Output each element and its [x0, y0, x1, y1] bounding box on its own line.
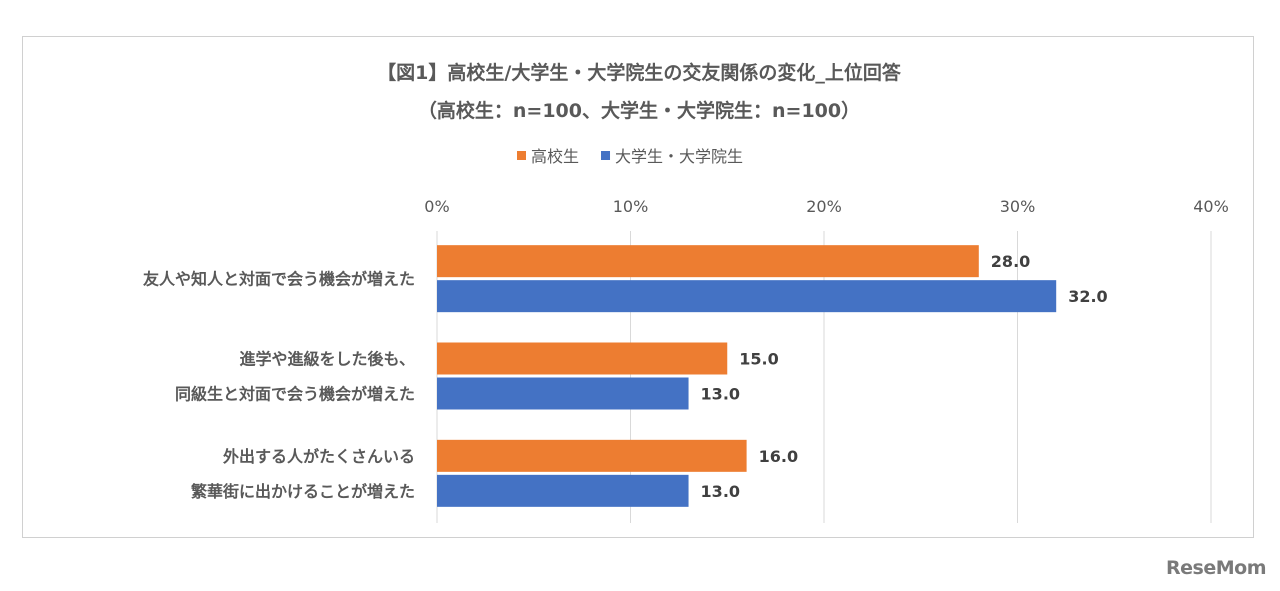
x-axis-ticks: 0% 10% 20% 30% 40% — [424, 197, 1228, 216]
gridlines — [436, 231, 1212, 523]
bar-0-0 — [437, 245, 979, 278]
chart-title: 【図1】高校生/大学生・大学院生の交友関係の変化_上位回答 — [377, 61, 902, 84]
bar-1-0 — [437, 342, 728, 375]
data-label-0-0: 28.0 — [991, 252, 1030, 271]
tick-label-0: 0% — [424, 197, 449, 216]
resemom-logo: ReseMom — [1166, 557, 1266, 579]
data-label-1-1: 13.0 — [701, 385, 740, 404]
data-label-2-0: 16.0 — [759, 447, 798, 466]
category-label-1-1: 同級生と対面で会う機会が増えた — [175, 385, 415, 404]
chart-frame: 【図1】高校生/大学生・大学院生の交友関係の変化_上位回答 （高校生：n=100… — [22, 36, 1254, 538]
category-label-2-1: 繁華街に出かけることが増えた — [190, 482, 415, 501]
data-label-1-0: 15.0 — [739, 350, 778, 369]
bar-2-1 — [437, 474, 689, 507]
tick-label-1: 10% — [613, 197, 649, 216]
legend-swatch-0 — [517, 151, 526, 160]
category-label-1-0: 進学や進級をした後も、 — [239, 350, 415, 369]
tick-label-4: 40% — [1193, 197, 1229, 216]
legend-label-0: 高校生 — [531, 147, 579, 166]
bar-0-1 — [437, 280, 1057, 313]
legend-swatch-1 — [601, 151, 611, 160]
chart-svg: 【図1】高校生/大学生・大学院生の交友関係の変化_上位回答 （高校生：n=100… — [143, 61, 1229, 523]
chart-subtitle: （高校生：n=100、大学生・大学院生：n=100） — [418, 99, 860, 122]
legend-label-1: 大学生・大学院生 — [615, 147, 743, 166]
tick-label-3: 30% — [1000, 197, 1036, 216]
category-labels: 友人や知人と対面で会う機会が増えた進学や進級をした後も、同級生と対面で会う機会が… — [143, 270, 415, 501]
bars: 28.0 32.0 15.0 13.0 16.0 13.0 — [437, 245, 1108, 507]
tick-label-2: 20% — [806, 197, 842, 216]
category-label-0-0: 友人や知人と対面で会う機会が増えた — [143, 270, 415, 289]
bar-1-1 — [437, 377, 689, 410]
data-label-2-1: 13.0 — [701, 482, 740, 501]
bar-2-0 — [437, 439, 747, 472]
legend: 高校生 大学生・大学院生 — [517, 147, 743, 166]
category-label-2-0: 外出する人がたくさんいる — [222, 447, 415, 466]
data-label-0-1: 32.0 — [1068, 287, 1107, 306]
